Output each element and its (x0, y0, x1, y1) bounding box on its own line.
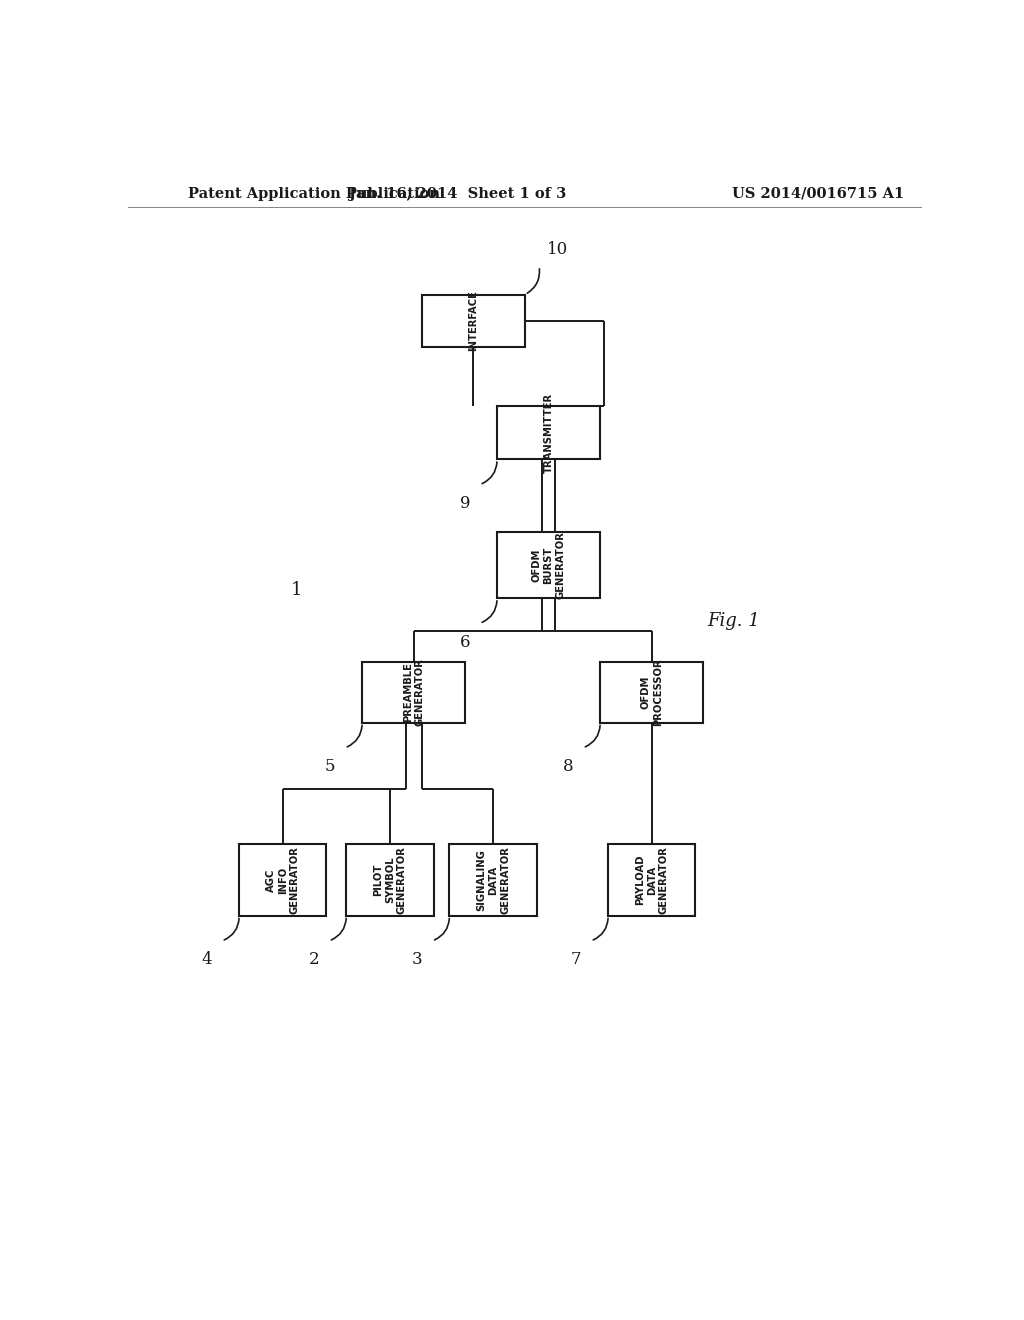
Bar (362, 661, 465, 722)
Text: AGC
INFO
GENERATOR: AGC INFO GENERATOR (266, 846, 300, 913)
Text: Fig. 1: Fig. 1 (708, 612, 760, 630)
Bar (497, 532, 600, 598)
Text: US 2014/0016715 A1: US 2014/0016715 A1 (732, 187, 904, 201)
Bar (346, 845, 433, 916)
Text: 5: 5 (325, 758, 335, 775)
Text: PREAMBLE
GENERATOR: PREAMBLE GENERATOR (402, 659, 425, 726)
Text: 1: 1 (291, 581, 302, 599)
Bar (497, 407, 600, 459)
Text: PAYLOAD
DATA
GENERATOR: PAYLOAD DATA GENERATOR (635, 846, 669, 913)
Text: 3: 3 (412, 952, 423, 968)
Text: 2: 2 (308, 952, 319, 968)
Text: TRANSMITTER: TRANSMITTER (544, 393, 554, 473)
Text: OFDM
PROCESSOR: OFDM PROCESSOR (641, 659, 663, 726)
Bar (422, 294, 524, 347)
Text: INTERFACE: INTERFACE (468, 290, 478, 351)
Text: SIGNALING
DATA
GENERATOR: SIGNALING DATA GENERATOR (476, 846, 510, 913)
Bar (608, 845, 695, 916)
Text: Patent Application Publication: Patent Application Publication (187, 187, 439, 201)
Text: PILOT
SYMBOL
GENERATOR: PILOT SYMBOL GENERATOR (373, 846, 407, 913)
Text: Jan. 16, 2014  Sheet 1 of 3: Jan. 16, 2014 Sheet 1 of 3 (349, 187, 566, 201)
Bar (600, 661, 703, 722)
Text: 4: 4 (202, 952, 212, 968)
Text: OFDM
BURST
GENERATOR: OFDM BURST GENERATOR (531, 531, 565, 599)
Bar (450, 845, 537, 916)
Text: 7: 7 (570, 952, 582, 968)
Bar (240, 845, 327, 916)
Text: 10: 10 (547, 242, 568, 257)
Text: 8: 8 (562, 758, 573, 775)
Text: 9: 9 (460, 495, 470, 512)
Text: 6: 6 (460, 634, 470, 651)
